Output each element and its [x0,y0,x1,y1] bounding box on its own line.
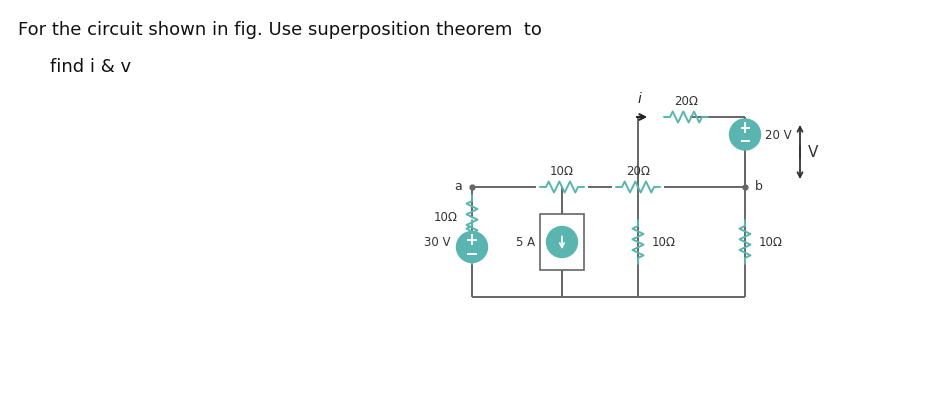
Text: b: b [754,180,762,193]
Text: 10Ω: 10Ω [651,236,676,249]
Text: 20 V: 20 V [764,129,791,142]
Text: 10Ω: 10Ω [758,236,782,249]
Text: 20Ω: 20Ω [625,164,650,177]
Text: 5 A: 5 A [515,236,535,249]
Text: 30 V: 30 V [423,236,449,249]
Text: 20Ω: 20Ω [674,95,697,108]
Circle shape [728,120,760,151]
Text: V: V [807,145,818,160]
Bar [539,215,584,270]
Text: i: i [637,92,640,106]
Circle shape [546,227,577,258]
Text: 10Ω: 10Ω [549,164,574,177]
Text: 10Ω: 10Ω [433,211,458,224]
Text: find i & v: find i & v [50,58,131,76]
Circle shape [456,232,487,263]
Text: a: a [454,180,461,193]
Text: For the circuit shown in fig. Use superposition theorem  to: For the circuit shown in fig. Use superp… [18,21,541,39]
